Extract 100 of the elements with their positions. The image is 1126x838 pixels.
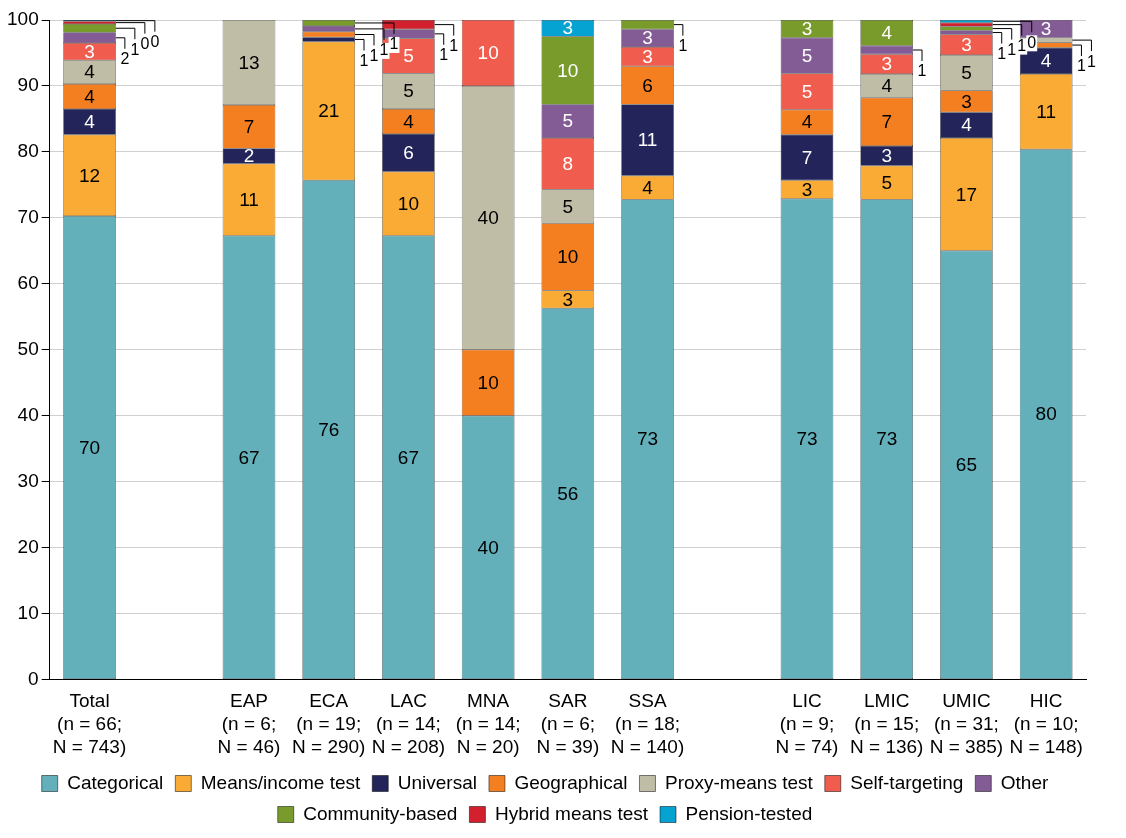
y-tick-label: 40 [17,403,39,425]
data-label: 4 [84,85,96,107]
y-tick-label: 0 [28,667,39,689]
y-tick-label: 100 [7,8,39,30]
data-label: 3 [1040,18,1052,40]
data-label: 1 [130,40,140,58]
data-label: 73 [796,428,818,450]
data-label: 80 [1035,403,1057,425]
data-label: 1 [389,35,399,53]
data-label: 0 [140,35,150,53]
data-label: 10 [477,372,499,394]
data-label: 1 [1017,37,1027,55]
y-tick-label: 60 [17,272,39,294]
data-label: 1 [379,41,389,59]
legend-label: Self-targeting [850,771,964,793]
data-label: 0 [1027,33,1037,51]
y-tick-label: 70 [17,206,39,228]
data-label: 40 [477,536,499,558]
data-label: 3 [961,33,972,55]
data-label: 4 [801,111,813,133]
data-label: 3 [562,288,574,310]
data-label: 5 [403,45,414,67]
data-label: 0 [150,33,160,51]
data-label: 3 [881,145,892,167]
x-tick-label: LIC (n = 9; N = 74) [775,690,839,757]
legend-label: Pension-tested [685,802,813,824]
data-label: 17 [955,183,977,205]
legend-label: Community-based [303,802,458,824]
y-tick-label: 10 [17,601,39,623]
legend-label: Proxy-means test [664,771,814,793]
legend-label: Universal [397,771,477,793]
data-label: 73 [637,428,659,450]
data-label: 4 [881,75,893,97]
data-label: 12 [78,164,101,186]
x-tick-label: UMIC (n = 31; N = 385) [929,690,1004,757]
legend-label: Hybrid means test [494,802,649,824]
x-tick-label: HIC (n = 10; N = 148) [1009,690,1083,757]
legend-label: Other [1000,771,1049,793]
data-label: 4 [84,61,96,83]
x-tick-label: SSA (n = 18; N = 140) [610,690,685,757]
data-label: 3 [84,40,95,62]
data-label: 1 [678,37,688,55]
data-label: 5 [801,80,813,102]
data-label: 10 [477,42,499,64]
data-label: 65 [955,454,977,476]
data-label: 2 [120,50,130,68]
data-label: 67 [397,446,419,468]
data-label: 40 [477,207,499,229]
data-label: 1 [1007,40,1017,58]
data-label: 10 [397,192,419,214]
legend-label: Categorical [67,771,164,793]
data-label: 3 [881,53,892,75]
legend-label: Means/income test [200,771,361,793]
x-tick-label: Total (n = 66; N = 743) [52,690,127,757]
data-label: 76 [318,418,340,440]
data-label: 13 [238,51,260,73]
y-tick-label: 30 [17,469,39,491]
data-label: 4 [84,111,96,133]
data-label: 7 [243,116,255,138]
data-label: 3 [961,90,972,112]
data-label: 3 [801,178,813,200]
data-label: 3 [801,18,813,40]
data-label: 5 [403,80,414,102]
data-label: 5 [562,195,574,217]
data-label: 56 [557,482,579,504]
data-label: 8 [562,153,574,175]
data-label: 11 [239,188,259,210]
data-label: 5 [961,62,972,83]
x-tick-label: SAR (n = 6; N = 39) [536,690,600,757]
data-label: 1 [997,44,1007,62]
y-tick-label: 50 [17,338,39,360]
data-label: 4 [881,22,893,44]
data-label: 6 [642,74,653,96]
data-label: 73 [876,428,898,450]
data-label: 21 [318,100,340,122]
data-label: 4 [403,110,415,132]
data-label: 70 [78,436,101,458]
data-label: 10 [557,246,579,268]
data-label: 11 [1036,100,1057,122]
data-label: 7 [801,146,813,168]
data-label: 1 [1077,57,1086,75]
legend-label: Geographical [514,771,628,793]
data-label: 1 [359,51,369,69]
y-tick-label: 80 [17,140,39,162]
y-tick-label: 20 [17,535,39,557]
data-label: 1 [1087,52,1096,70]
y-tick-label: 90 [17,74,39,96]
data-label: 7 [881,111,892,133]
data-label: 1 [439,46,449,64]
data-label: 5 [801,44,813,66]
data-label: 2 [243,145,255,167]
x-tick-label: ECA (n = 19; N = 290) [292,690,366,757]
data-label: 1 [917,62,927,80]
x-tick-label: MNA (n = 14; N = 20) [455,690,521,757]
x-tick-label: EAP (n = 6; N = 46) [217,690,281,757]
data-label: 6 [403,142,414,164]
data-label: 5 [881,171,892,193]
data-label: 1 [369,46,379,64]
data-label: 4 [642,176,654,198]
data-label: 3 [562,17,574,39]
